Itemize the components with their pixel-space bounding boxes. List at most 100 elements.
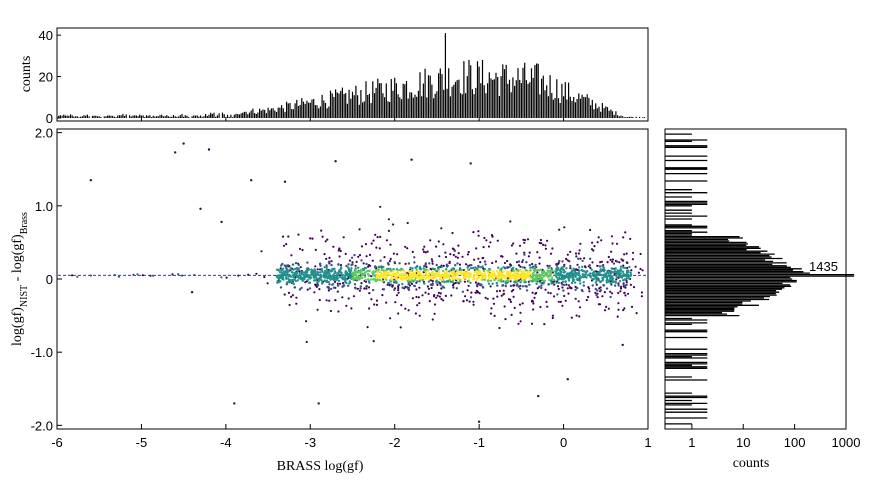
scatter-point <box>547 276 550 279</box>
scatter-point <box>496 284 499 287</box>
scatter-point <box>565 283 568 286</box>
scatter-point <box>367 265 370 268</box>
scatter-point <box>565 267 568 270</box>
scatter-point <box>531 291 534 294</box>
scatter-point <box>407 270 410 273</box>
scatter-point <box>479 270 482 273</box>
scatter-point <box>427 292 430 295</box>
scatter-point <box>324 240 327 243</box>
x-tick-label: -2 <box>389 435 401 450</box>
scatter-point <box>464 263 468 266</box>
scatter-point <box>581 259 584 263</box>
scatter-point <box>385 239 388 242</box>
scatter-point <box>316 284 320 287</box>
scatter-point <box>510 268 514 271</box>
scatter-point <box>478 283 481 286</box>
scatter-point <box>502 293 505 296</box>
scatter-point <box>549 272 553 275</box>
scatter-point <box>380 265 384 269</box>
scatter-point <box>596 289 599 292</box>
scatter-point <box>392 252 395 255</box>
scatter-point <box>295 302 298 305</box>
scatter-point <box>360 269 364 272</box>
scatter-point <box>503 305 506 308</box>
scatter-point <box>540 273 544 276</box>
scatter-point <box>445 268 448 271</box>
scatter-point <box>546 274 549 277</box>
top-y-tick-label: 0 <box>46 111 53 126</box>
scatter-point <box>609 273 612 277</box>
scatter-point <box>306 261 309 264</box>
scatter-point <box>460 271 464 274</box>
scatter-point <box>529 266 532 269</box>
scatter-point <box>562 289 565 292</box>
scatter-point <box>413 261 416 264</box>
scatter-point <box>515 267 518 271</box>
scatter-point <box>283 180 287 183</box>
top-histogram-y-ticks: 0 20 40 <box>39 28 61 126</box>
scatter-point <box>89 179 93 182</box>
scatter-point <box>449 280 453 284</box>
scatter-point <box>295 267 299 270</box>
scatter-point <box>568 260 571 263</box>
scatter-point <box>521 266 524 269</box>
scatter-point <box>436 294 439 297</box>
scatter-point <box>339 282 342 285</box>
scatter-point <box>359 287 362 290</box>
scatter-point <box>247 273 250 276</box>
scatter-point <box>410 282 414 285</box>
scatter-point <box>430 286 433 290</box>
scatter-point <box>501 276 505 279</box>
scatter-point <box>472 275 476 279</box>
scatter-point <box>502 289 505 292</box>
scatter-point <box>630 269 633 272</box>
scatter-point <box>523 266 526 269</box>
scatter-point <box>442 274 445 278</box>
scatter-point <box>287 235 290 238</box>
scatter-point <box>355 278 358 281</box>
scatter-point <box>605 281 609 284</box>
scatter-point <box>618 261 621 264</box>
scatter-point <box>509 280 512 283</box>
scatter-point <box>566 259 569 262</box>
scatter-point <box>293 286 296 289</box>
scatter-point <box>372 274 375 277</box>
scatter-point <box>339 249 342 253</box>
scatter-point <box>326 285 329 289</box>
scatter-point <box>565 257 568 260</box>
y-tick-label: 2.0 <box>35 126 53 141</box>
scatter-point <box>442 264 445 267</box>
scatter-point <box>342 282 345 285</box>
scatter-point <box>532 302 535 305</box>
scatter-point <box>293 278 297 281</box>
scatter-point <box>482 256 485 260</box>
scatter-point <box>498 273 501 277</box>
scatter-point <box>509 300 512 303</box>
scatter-point <box>337 271 340 274</box>
scatter-point <box>356 271 360 274</box>
scatter-point <box>569 271 572 274</box>
scatter-point <box>547 291 550 294</box>
scatter-point <box>437 291 440 294</box>
scatter-point <box>485 239 488 242</box>
scatter-point <box>574 297 577 300</box>
scatter-point <box>626 266 629 270</box>
scatter-point <box>547 266 550 270</box>
scatter-point <box>440 287 443 290</box>
scatter-point <box>403 270 406 273</box>
scatter-point <box>422 278 425 282</box>
scatter-point <box>552 282 555 285</box>
scatter-point <box>422 248 425 251</box>
scatter-point <box>365 284 368 288</box>
scatter-point <box>314 265 317 268</box>
scatter-point <box>441 269 445 273</box>
scatter-point <box>492 297 495 300</box>
scatter-point <box>332 282 335 286</box>
scatter-point <box>597 279 601 282</box>
scatter-point <box>298 288 302 291</box>
scatter-point <box>576 263 579 266</box>
scatter-point <box>518 244 522 247</box>
scatter-point <box>575 268 578 271</box>
scatter-point <box>310 268 313 271</box>
